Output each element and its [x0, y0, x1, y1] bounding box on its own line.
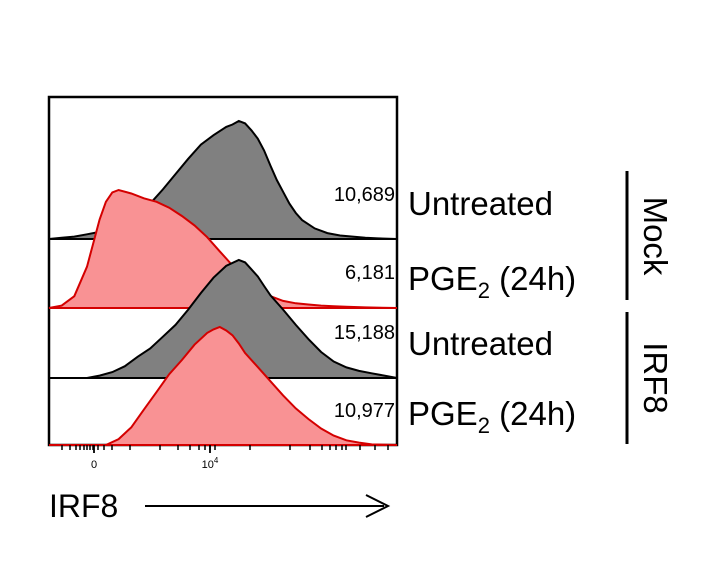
histogram-row-3: [86, 258, 398, 379]
x-axis-arrow-head: [365, 494, 391, 518]
mfi-row-4: 10,977: [334, 400, 395, 422]
histogram-stack: [48, 119, 398, 446]
mfi-row-2: 6,181: [345, 262, 395, 284]
x-axis-ticks: [61, 445, 389, 453]
group-label-mock: Mock: [637, 197, 674, 276]
condition-label-row-4: PGE2 (24h): [408, 395, 576, 438]
mfi-row-1: 10,689: [334, 184, 395, 206]
histogram-row-2: [48, 188, 398, 309]
condition-label-row-2: PGE2 (24h): [408, 260, 576, 303]
mfi-row-3: 15,188: [334, 322, 395, 344]
tick-label-0: 0: [91, 459, 97, 471]
histogram-row-4: [49, 325, 398, 446]
group-label-irf8: IRF8: [637, 342, 674, 414]
condition-label-row-3: Untreated: [408, 325, 553, 362]
x-axis-label: IRF8: [49, 488, 118, 524]
tick-label-10-4: 104: [202, 456, 219, 471]
condition-label-row-1: Untreated: [408, 185, 553, 222]
